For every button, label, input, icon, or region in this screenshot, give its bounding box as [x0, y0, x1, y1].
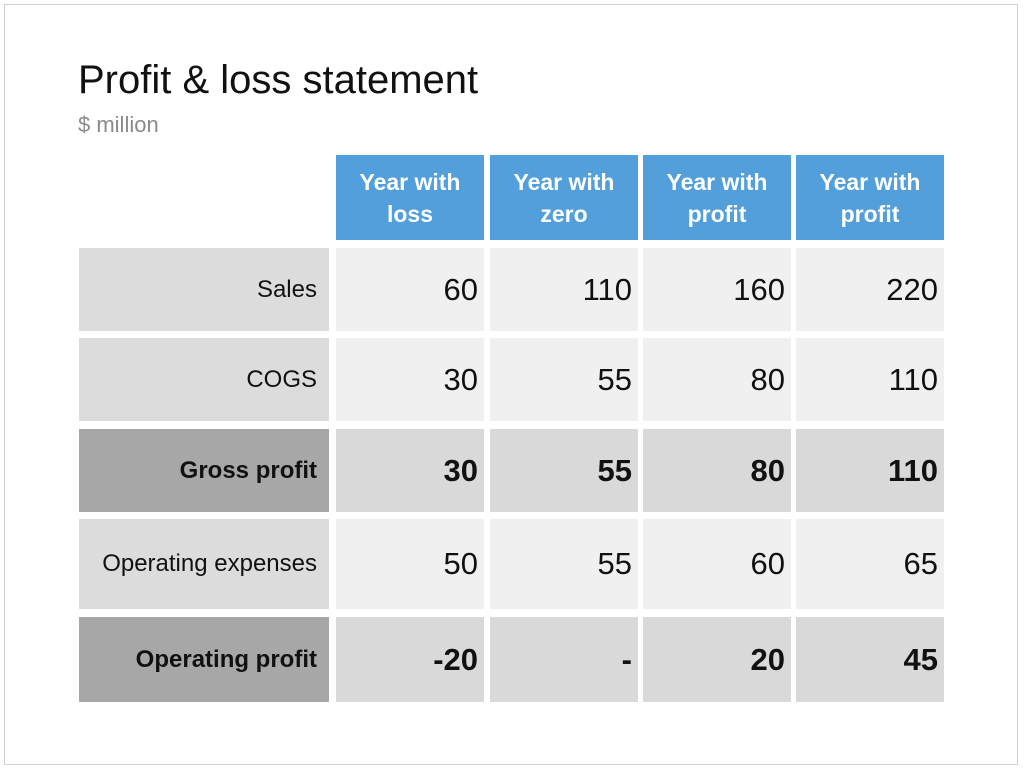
value-cell: 20 [643, 617, 791, 702]
value-cell: 160 [643, 248, 791, 331]
value-cell: 30 [336, 429, 484, 512]
row-label: Operating expenses [79, 519, 329, 609]
row-label: Sales [79, 248, 329, 331]
column-header: Year with profit [643, 155, 791, 240]
subtitle: $ million [78, 112, 159, 137]
row-label: COGS [79, 338, 329, 421]
value-cell: 60 [336, 248, 484, 331]
value-cell: -20 [336, 617, 484, 702]
value-cell: 80 [643, 429, 791, 512]
value-cell: - [490, 617, 638, 702]
value-cell: 45 [796, 617, 944, 702]
value-cell: 65 [796, 519, 944, 609]
value-cell: 50 [336, 519, 484, 609]
value-cell: 80 [643, 338, 791, 421]
value-cell: 110 [796, 429, 944, 512]
column-header: Year with profit [796, 155, 944, 240]
value-cell: 55 [490, 519, 638, 609]
value-cell: 110 [796, 338, 944, 421]
value-cell: 110 [490, 248, 638, 331]
column-header: Year with zero [490, 155, 638, 240]
row-label: Gross profit [79, 429, 329, 512]
value-cell: 60 [643, 519, 791, 609]
slide-frame [4, 4, 1018, 765]
value-cell: 55 [490, 338, 638, 421]
value-cell: 30 [336, 338, 484, 421]
value-cell: 55 [490, 429, 638, 512]
title: Profit & loss statement [78, 58, 479, 102]
column-header: Year with loss [336, 155, 484, 240]
row-label: Operating profit [79, 617, 329, 702]
value-cell: 220 [796, 248, 944, 331]
